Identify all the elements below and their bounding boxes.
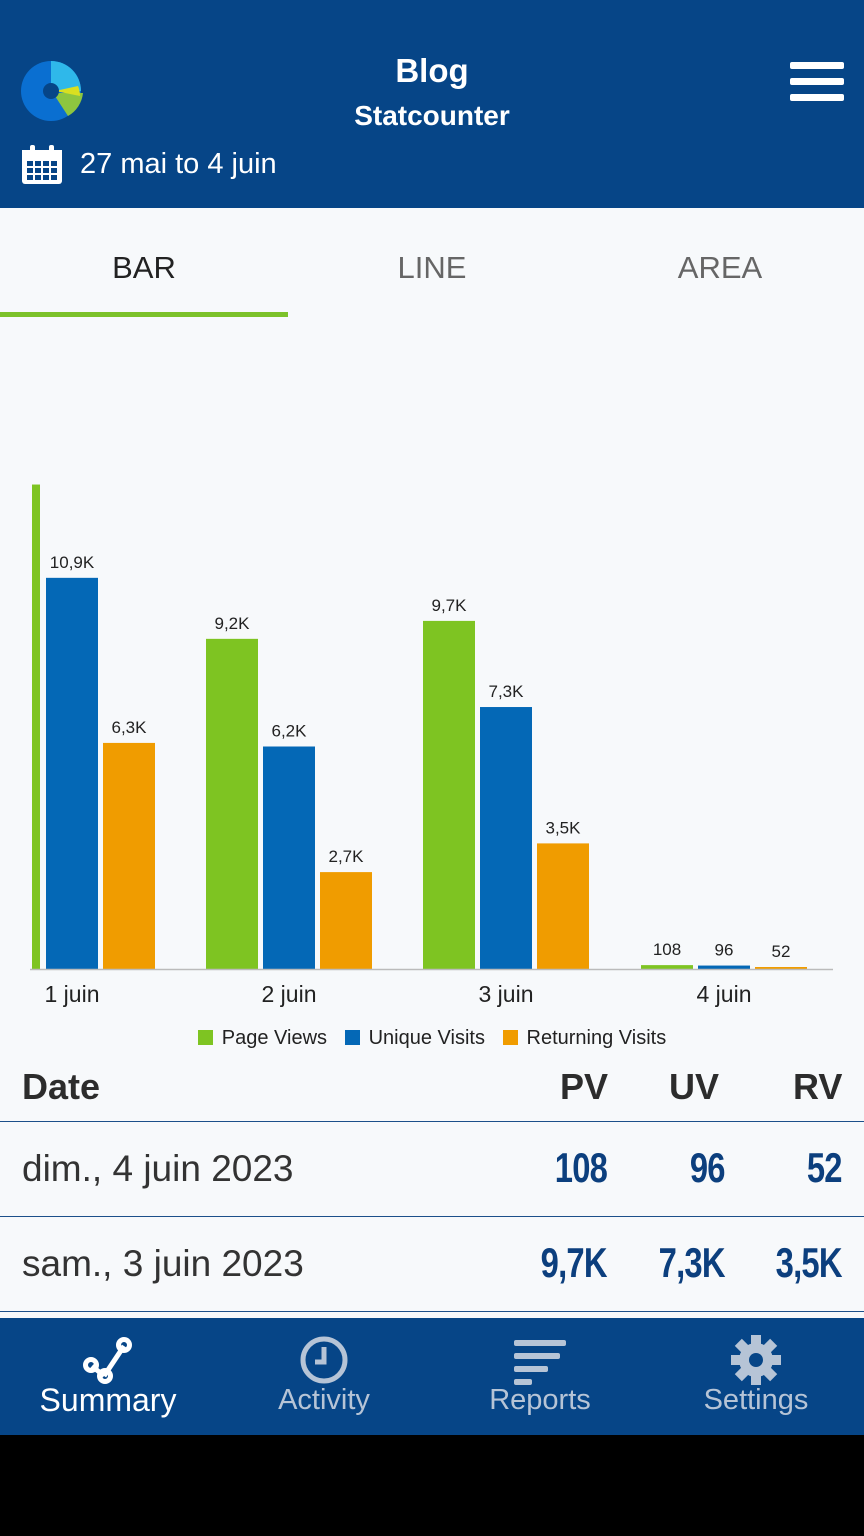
data-label: 3,5K xyxy=(546,818,582,837)
nav-activity[interactable]: Activity xyxy=(216,1318,432,1435)
bar-unique-visits-2[interactable] xyxy=(263,746,315,969)
tab-bar[interactable]: BAR xyxy=(112,250,176,285)
bottom-navigation: Summary Activity Reports xyxy=(0,1318,864,1435)
column-header-rv: RV xyxy=(793,1066,843,1107)
tab-line[interactable]: LINE xyxy=(397,250,467,285)
bar-unique-visits-3[interactable] xyxy=(480,707,532,969)
legend-swatch-unique-visits xyxy=(344,1030,360,1045)
tab-area[interactable]: AREA xyxy=(677,250,763,285)
data-label: 96 xyxy=(715,941,734,960)
bar-unique-visits-4[interactable] xyxy=(698,965,750,969)
nav-label-reports: Reports xyxy=(489,1384,591,1416)
statcounter-logo-icon xyxy=(21,61,83,121)
stats-table-header: Date PV UV RV xyxy=(0,1062,864,1122)
nav-label-settings: Settings xyxy=(703,1384,809,1416)
legend-label: Page Views xyxy=(221,1027,328,1049)
bar-returning-visits-1[interactable] xyxy=(103,742,155,969)
visits-bar-chart: 9,2K 9,7K 108 10,9K 6,2K 7,3K 96 6,3K 2,7K 3,5K 52… xyxy=(0,330,864,1060)
legend-label: Returning Visits xyxy=(526,1027,667,1049)
legend-item-unique-visits[interactable]: Unique Visits xyxy=(344,1027,485,1050)
x-tick-label: 1 juin xyxy=(45,981,100,1007)
bar-returning-visits-2[interactable] xyxy=(320,872,372,969)
legend-swatch-page-views xyxy=(197,1030,213,1045)
legend-item-returning-visits[interactable]: Returning Visits xyxy=(502,1027,667,1050)
bar-page-views-3[interactable] xyxy=(423,620,475,969)
clock-icon xyxy=(300,1336,348,1384)
data-label: 52 xyxy=(772,942,791,961)
row-pv: 108 xyxy=(554,1144,608,1191)
row-rv: 3,5K xyxy=(775,1239,843,1286)
table-row[interactable]: sam., 3 juin 2023 9,7K 7,3K 3,5K xyxy=(0,1217,864,1312)
column-header-pv: PV xyxy=(560,1066,609,1107)
date-range-label[interactable]: 27 mai to 4 juin xyxy=(80,148,277,180)
row-uv: 7,3K xyxy=(658,1239,726,1286)
nav-label-summary: Summary xyxy=(39,1382,177,1418)
chart-type-tabs: BAR LINE AREA xyxy=(0,208,864,320)
nav-reports[interactable]: Reports xyxy=(432,1318,648,1435)
bar-page-views-2[interactable] xyxy=(206,638,258,969)
calendar-icon[interactable] xyxy=(20,144,64,186)
app-header: Blog Statcounter 27 mai to 4 juin xyxy=(0,0,864,208)
legend-item-page-views[interactable]: Page Views xyxy=(197,1027,328,1050)
chart-legend: Page Views Unique Visits Returning Visit… xyxy=(0,1027,864,1050)
bar-returning-visits-4[interactable] xyxy=(755,967,807,969)
column-header-date: Date xyxy=(22,1066,101,1107)
nav-settings[interactable]: Settings xyxy=(648,1318,864,1435)
data-label: 2,7K xyxy=(329,847,365,866)
x-tick-label: 3 juin xyxy=(479,981,534,1007)
x-tick-label: 2 juin xyxy=(262,981,317,1007)
data-label: 6,2K xyxy=(272,722,308,741)
column-header-uv: UV xyxy=(669,1066,720,1107)
data-label: 10,9K xyxy=(50,553,95,572)
legend-swatch-returning-visits xyxy=(502,1030,518,1045)
bar-unique-visits-1[interactable] xyxy=(46,577,98,969)
hamburger-menu-icon[interactable] xyxy=(790,62,844,104)
data-label: 6,3K xyxy=(112,718,148,737)
data-label: 9,2K xyxy=(215,614,251,633)
row-uv: 96 xyxy=(690,1144,726,1191)
reports-icon xyxy=(514,1340,566,1385)
data-label: 9,7K xyxy=(432,596,468,615)
nav-label-activity: Activity xyxy=(278,1384,370,1416)
legend-label: Unique Visits xyxy=(368,1027,485,1049)
active-tab-indicator xyxy=(0,312,288,317)
page-subtitle: Statcounter xyxy=(354,100,510,131)
bar-page-views-4[interactable] xyxy=(641,965,693,969)
summary-icon xyxy=(83,1337,132,1384)
nav-summary[interactable]: Summary xyxy=(0,1318,216,1435)
bar-returning-visits-3[interactable] xyxy=(537,843,589,969)
x-tick-label: 4 juin xyxy=(697,981,752,1007)
table-row[interactable]: dim., 4 juin 2023 108 96 52 xyxy=(0,1122,864,1217)
chart-canvas: 9,2K 9,7K 108 10,9K 6,2K 7,3K 96 6,3K 2,7K 3,5K 52… xyxy=(30,484,833,1007)
row-date: dim., 4 juin 2023 xyxy=(22,1148,294,1189)
row-pv: 9,7K xyxy=(540,1239,608,1286)
data-label: 7,3K xyxy=(489,682,525,701)
page-title: Blog xyxy=(395,52,469,89)
row-date: sam., 3 juin 2023 xyxy=(22,1243,304,1284)
gear-icon xyxy=(731,1335,781,1385)
bar-page-views-1[interactable] xyxy=(32,484,40,969)
app-screen: Blog Statcounter 27 mai to 4 juin BAR LI… xyxy=(0,0,864,1435)
data-label: 108 xyxy=(653,940,681,959)
row-rv: 52 xyxy=(807,1144,843,1191)
